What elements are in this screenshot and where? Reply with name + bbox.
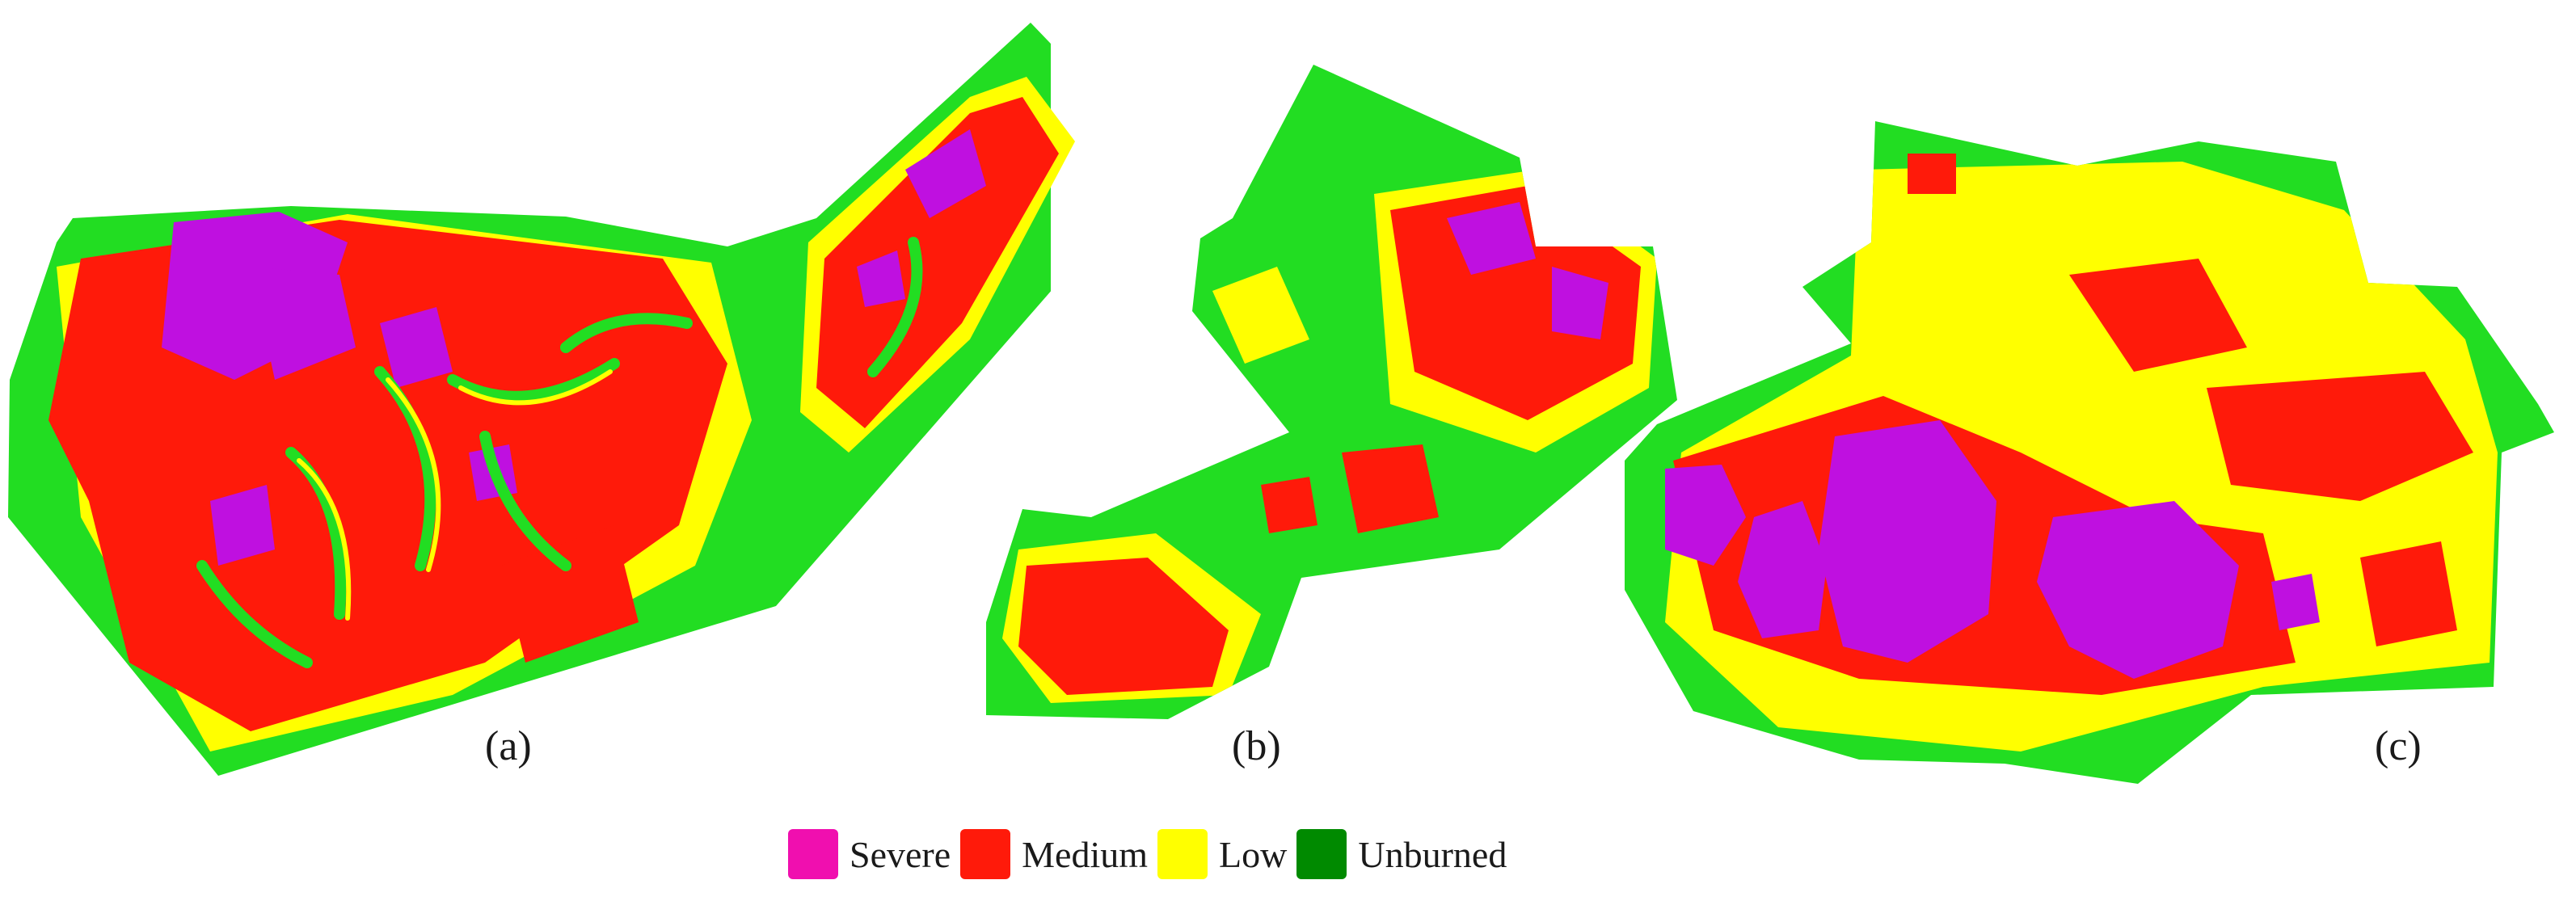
panel-label-b: (b) <box>1232 723 1281 769</box>
legend-swatch-low <box>1157 829 1208 879</box>
legend-item-severe: Severe <box>788 829 951 879</box>
legend-item-unburned: Unburned <box>1296 829 1507 879</box>
legend-swatch-severe <box>788 829 838 879</box>
map-panel-b <box>986 65 1677 719</box>
legend-swatch-medium <box>960 829 1011 879</box>
severe-areas <box>162 129 986 566</box>
legend-label: Unburned <box>1358 833 1507 875</box>
panel-label-c: (c) <box>2375 723 2422 769</box>
legend-swatch-unburned <box>1296 829 1347 879</box>
legend-label: Severe <box>850 833 951 875</box>
unburned-drainage-lines-yellow <box>297 369 613 621</box>
map-panel-c <box>1625 121 2554 784</box>
legend-label: Low <box>1219 833 1288 875</box>
legend-item-low: Low <box>1157 829 1287 879</box>
map-panel-a <box>8 23 1075 776</box>
legend: Severe Medium Low Unburned <box>788 826 1516 882</box>
legend-item-medium: Medium <box>960 829 1148 879</box>
panel-label-a: (a) <box>485 723 532 769</box>
legend-label: Medium <box>1022 833 1149 875</box>
severe-areas <box>1665 420 2320 679</box>
severe-areas <box>1447 202 1608 339</box>
